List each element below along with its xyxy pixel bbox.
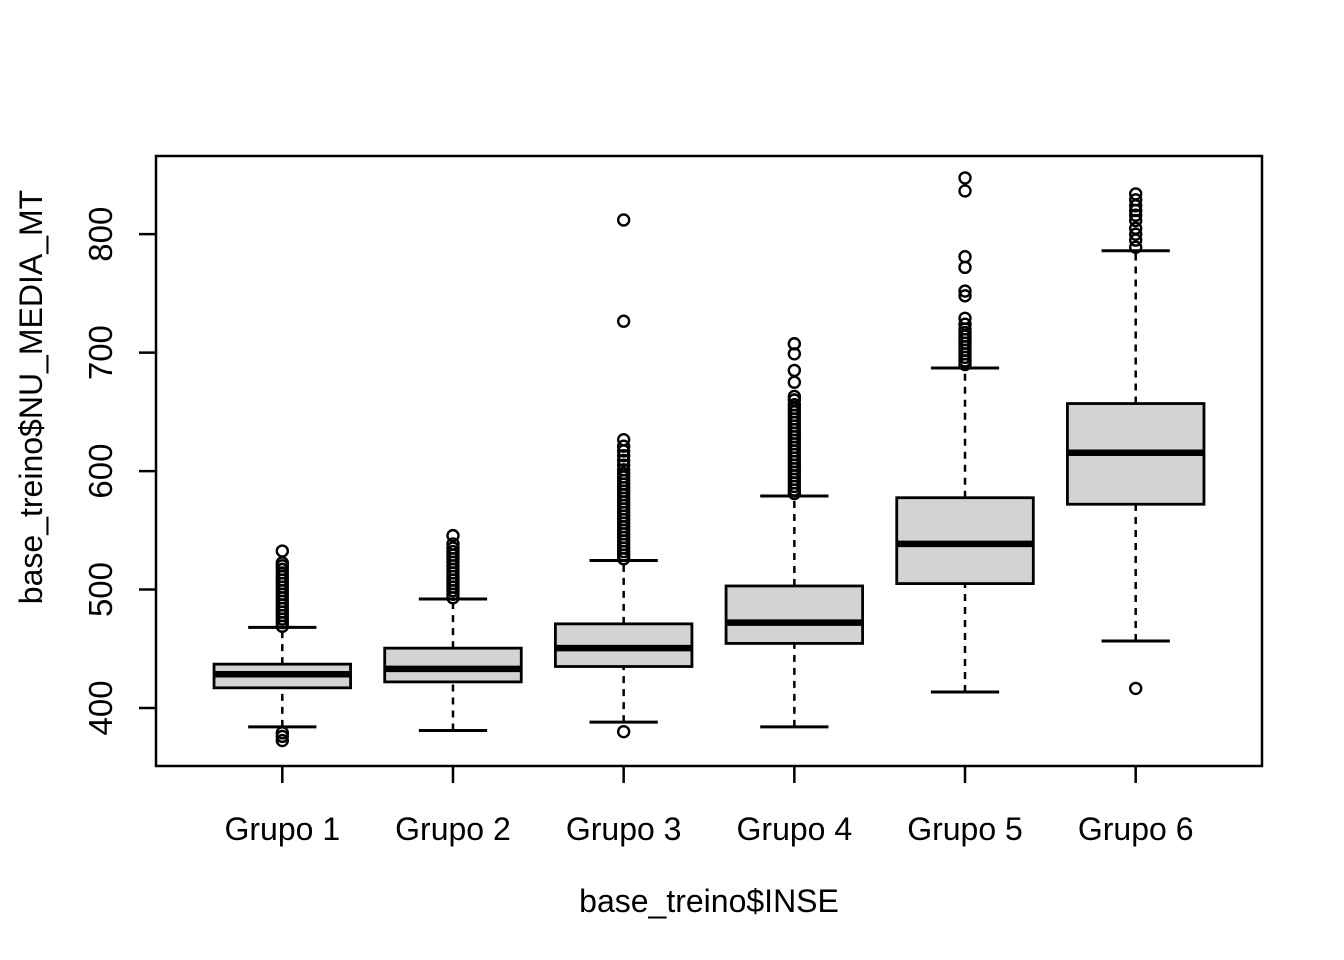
outlier-point — [275, 544, 290, 558]
outlier-point — [1128, 221, 1143, 235]
iqr-box — [895, 496, 1035, 585]
x-tick-label: Grupo 5 — [907, 811, 1023, 847]
outlier-point — [787, 389, 802, 404]
boxplot-group-4 — [724, 337, 865, 729]
y-tick-label: 700 — [82, 325, 119, 380]
outlier-point — [616, 453, 631, 468]
y-tick-label: 500 — [82, 562, 119, 617]
y-tick-label: 400 — [82, 680, 119, 735]
boxplot-group-1 — [212, 544, 352, 748]
x-tick-label: Grupo 3 — [566, 811, 682, 847]
outlier-point — [275, 726, 290, 740]
outlier-point — [1128, 681, 1143, 696]
y-tick-label: 600 — [82, 444, 119, 499]
outlier-point — [1128, 187, 1143, 201]
outlier-point — [958, 171, 972, 185]
boxplot-group-5 — [895, 171, 1035, 694]
outlier-point — [787, 337, 802, 351]
iqr-box — [724, 584, 865, 645]
outlier-point — [275, 733, 290, 748]
boxplot-group-6 — [1066, 187, 1206, 696]
outlier-point — [787, 375, 802, 389]
outlier-point — [787, 398, 802, 412]
outlier-point — [958, 311, 972, 325]
outlier-point — [958, 289, 972, 303]
outlier-point — [958, 284, 972, 298]
outlier-point — [958, 249, 972, 264]
outlier-point — [616, 724, 631, 739]
plot-frame — [154, 154, 1264, 768]
plot-area: 400 500 600 700 800 Grupo 1 Grupo 2 Grupo 3 Grup… — [82, 154, 1264, 847]
outlier-point — [616, 463, 631, 477]
outlier-point — [616, 439, 631, 453]
y-axis-title: base_treino$NU_MEDIA_MT — [13, 190, 49, 604]
outlier-point — [787, 363, 802, 378]
outlier-point — [616, 458, 631, 472]
x-tick-label: Grupo 2 — [395, 811, 511, 847]
outlier-point — [1128, 240, 1143, 254]
x-tick-label: Grupo 1 — [224, 811, 340, 847]
outlier-point — [958, 260, 972, 275]
outlier-point — [616, 432, 631, 447]
outlier-point — [1128, 208, 1143, 222]
outlier-point — [616, 213, 631, 227]
outlier-point — [446, 528, 460, 543]
boxplot-group-2 — [383, 528, 523, 732]
outlier-point — [446, 541, 460, 555]
boxplot-group-3 — [553, 213, 694, 739]
x-axis-title: base_treino$INSE — [579, 883, 839, 919]
outlier-point — [1128, 227, 1143, 241]
outlier-point — [958, 184, 972, 198]
outlier-point — [616, 448, 631, 463]
outlier-point — [446, 537, 460, 551]
outlier-point — [1128, 193, 1143, 207]
x-tick-label: Grupo 4 — [737, 811, 853, 847]
outlier-point — [616, 314, 631, 328]
outlier-point — [958, 317, 972, 331]
iqr-box — [383, 646, 523, 684]
y-tick-label: 800 — [82, 207, 119, 262]
x-tick-label: Grupo 6 — [1078, 811, 1194, 847]
